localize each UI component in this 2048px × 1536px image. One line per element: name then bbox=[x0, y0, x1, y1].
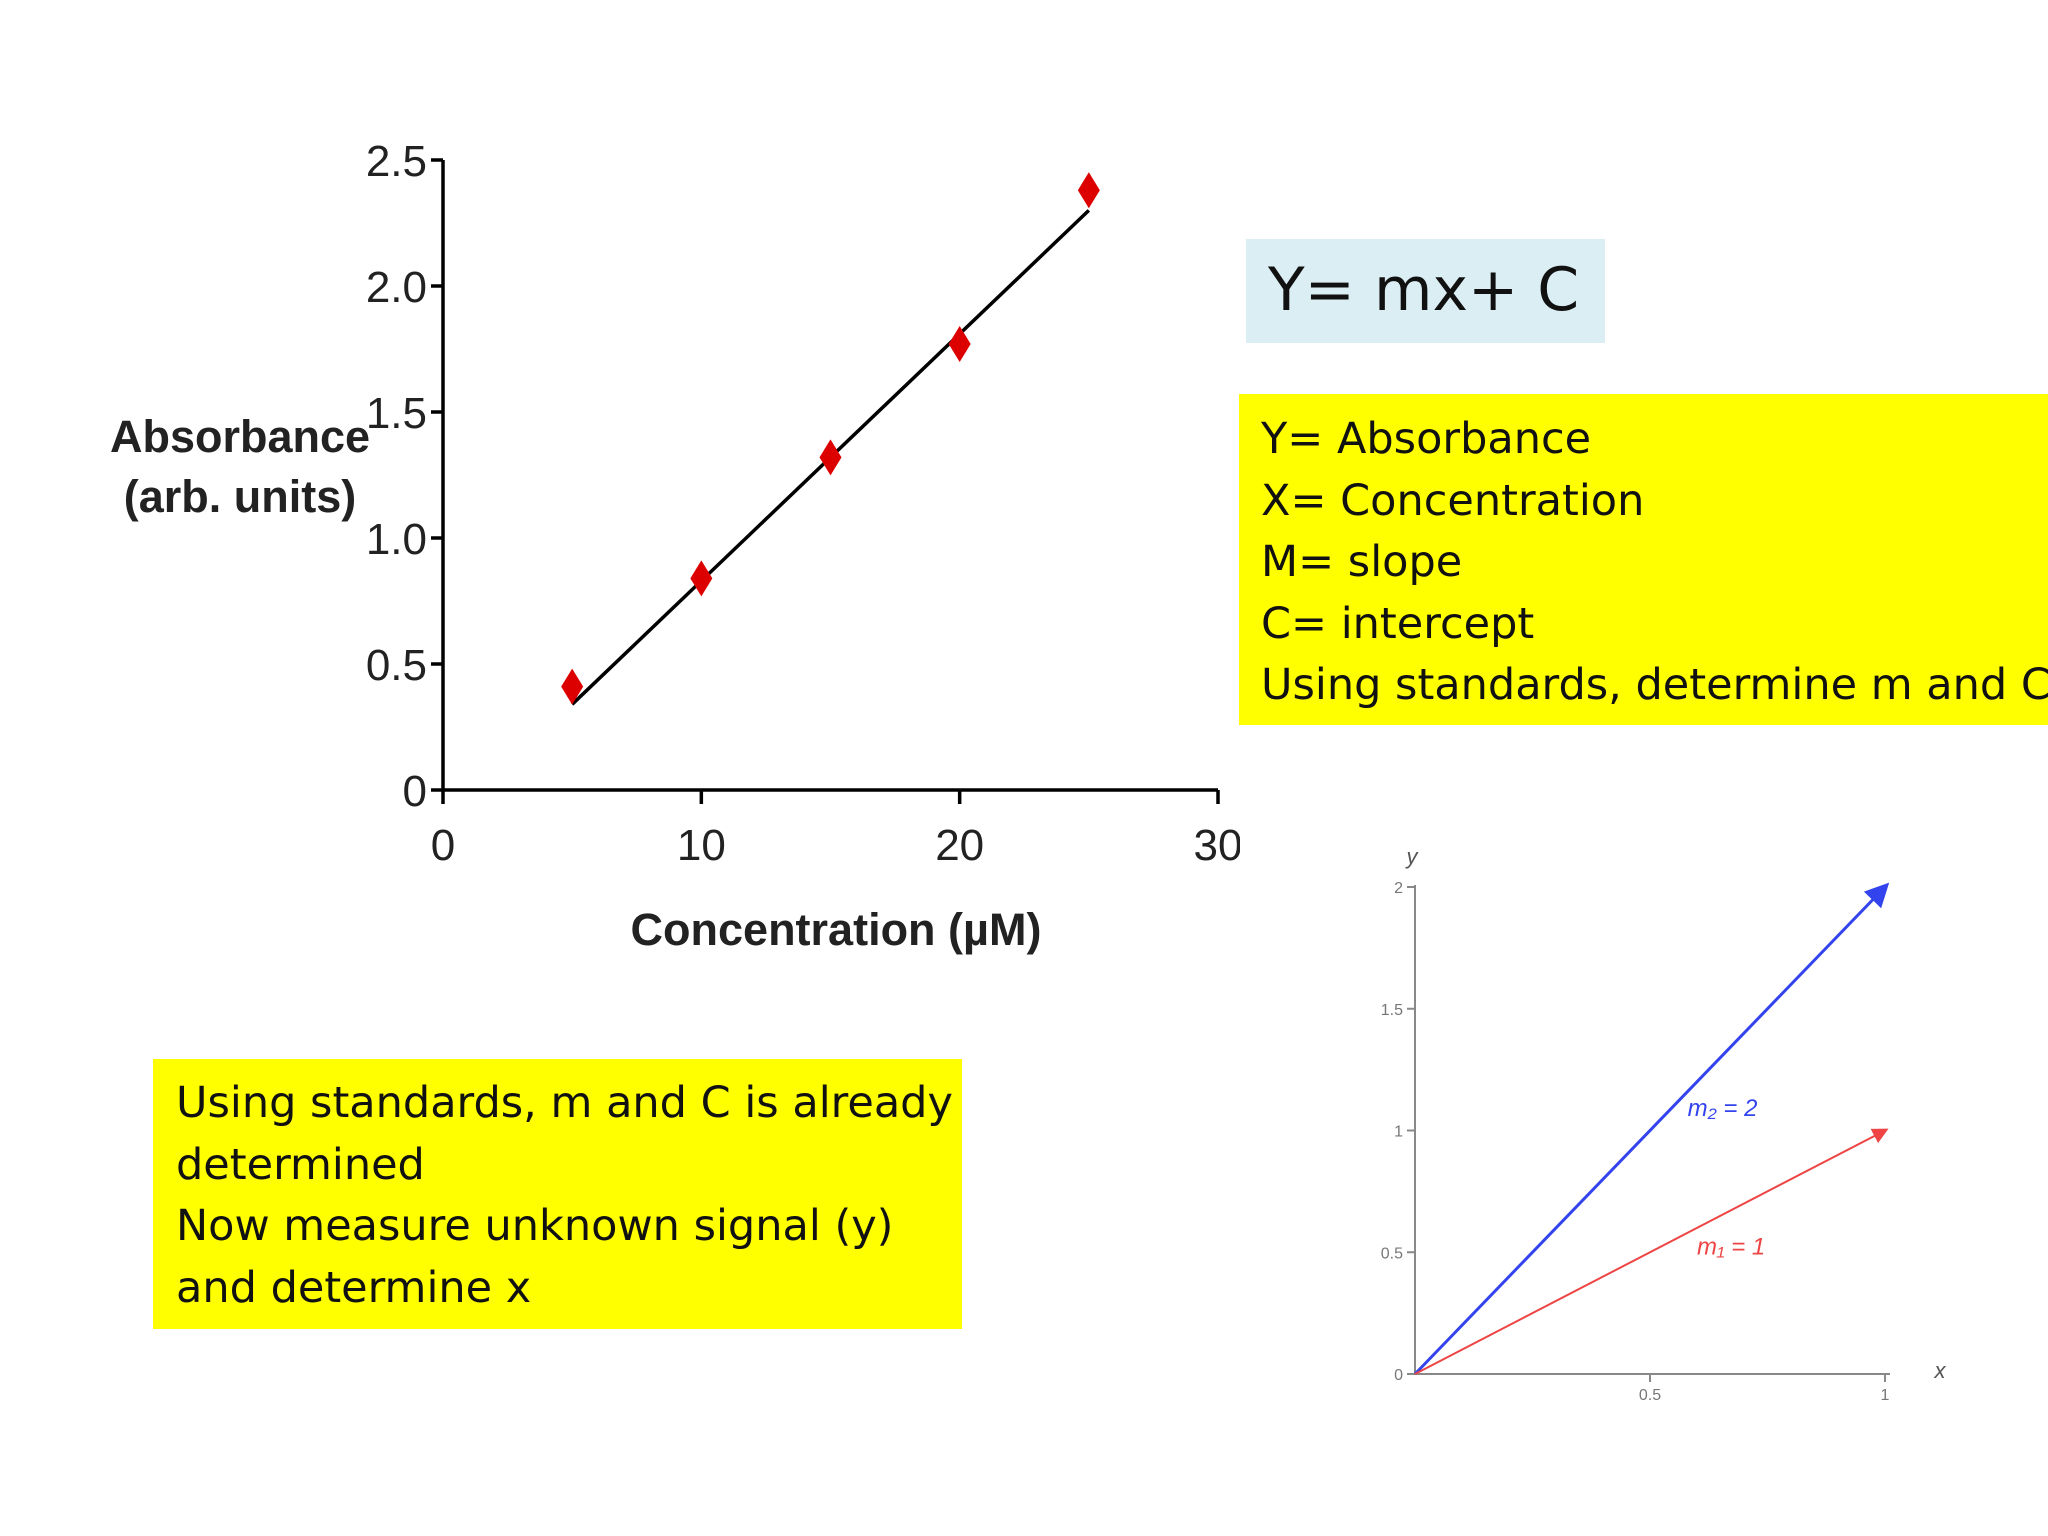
equation-box: Y= mx+ C bbox=[1246, 239, 1605, 343]
calibration-y-label-line2: (arb. units) bbox=[124, 471, 357, 522]
calibration-y-tick-label: 0 bbox=[403, 767, 427, 816]
slope-y-tick-label: 1.5 bbox=[1381, 1002, 1403, 1019]
slope-x-label: x bbox=[1934, 1358, 1947, 1383]
definition-c: C= intercept bbox=[1261, 598, 1535, 649]
slope-series-m2-label: m₂ = 2 bbox=[1688, 1095, 1758, 1122]
equation-text: Y= mx+ C bbox=[1268, 255, 1580, 325]
definition-x: X= Concentration bbox=[1261, 475, 1645, 526]
slope-y-tick-label: 1 bbox=[1394, 1124, 1403, 1141]
definition-instruction: Using standards, determine m and C bbox=[1261, 660, 2048, 710]
calibration-y-tick-label: 1.0 bbox=[366, 515, 427, 564]
calibration-data-point bbox=[690, 560, 713, 597]
calibration-chart: 0 0.5 1.0 1.5 2.0 2.5 0 10 20 30 Absorbance (arb… bbox=[110, 137, 1240, 955]
calibration-y-tick-label: 0.5 bbox=[366, 641, 427, 690]
calibration-x-ticks: 0 10 20 30 bbox=[431, 790, 1240, 870]
calibration-x-tick-label: 0 bbox=[431, 821, 455, 870]
calibration-axes bbox=[441, 160, 1218, 792]
calibration-y-label-line1: Absorbance bbox=[110, 411, 370, 462]
slope-x-ticks: 0.5 1 bbox=[1639, 1374, 1890, 1404]
calibration-x-tick-label: 10 bbox=[677, 821, 726, 870]
calibration-y-tick-label: 2.5 bbox=[366, 137, 427, 186]
calibration-y-tick-label: 2.0 bbox=[366, 263, 427, 312]
note-line-1: Using standards, m and C is already bbox=[176, 1078, 953, 1128]
note-box: Using standards, m and C is already dete… bbox=[153, 1059, 962, 1329]
calibration-x-tick-label: 30 bbox=[1194, 821, 1240, 870]
slope-y-tick-label: 0.5 bbox=[1381, 1245, 1403, 1262]
slope-series-m1-line bbox=[1414, 1128, 1889, 1375]
note-line-2: determined bbox=[176, 1139, 425, 1190]
slope-x-tick-label: 1 bbox=[1881, 1387, 1890, 1404]
note-line-4: and determine x bbox=[176, 1262, 532, 1313]
slope-x-tick-label: 0.5 bbox=[1639, 1387, 1661, 1404]
slope-y-tick-label: 2 bbox=[1394, 880, 1403, 897]
slope-y-ticks: 0 0.5 1 1.5 2 bbox=[1381, 880, 1415, 1384]
note-line-3: Now measure unknown signal (y) bbox=[176, 1201, 894, 1251]
calibration-data-point bbox=[561, 668, 584, 705]
definition-y: Y= Absorbance bbox=[1261, 414, 1592, 464]
slope-y-tick-label: 0 bbox=[1394, 1367, 1403, 1384]
calibration-data-point bbox=[1077, 172, 1100, 209]
definitions-box: Y= Absorbance X= Concentration M= slope … bbox=[1239, 394, 2048, 725]
slope-series-m2-line bbox=[1413, 882, 1890, 1376]
slope-series-m1-label: m₁ = 1 bbox=[1697, 1234, 1765, 1261]
calibration-x-tick-label: 20 bbox=[935, 821, 984, 870]
calibration-points bbox=[561, 172, 1100, 705]
calibration-data-point bbox=[819, 439, 842, 476]
calibration-x-label: Concentration (µM) bbox=[631, 904, 1042, 955]
definition-m: M= slope bbox=[1261, 537, 1463, 587]
slope-y-label: y bbox=[1405, 844, 1420, 869]
calibration-y-tick-label: 1.5 bbox=[366, 389, 427, 438]
calibration-data-point bbox=[948, 325, 971, 362]
calibration-y-ticks: 0 0.5 1.0 1.5 2.0 2.5 bbox=[366, 137, 443, 816]
